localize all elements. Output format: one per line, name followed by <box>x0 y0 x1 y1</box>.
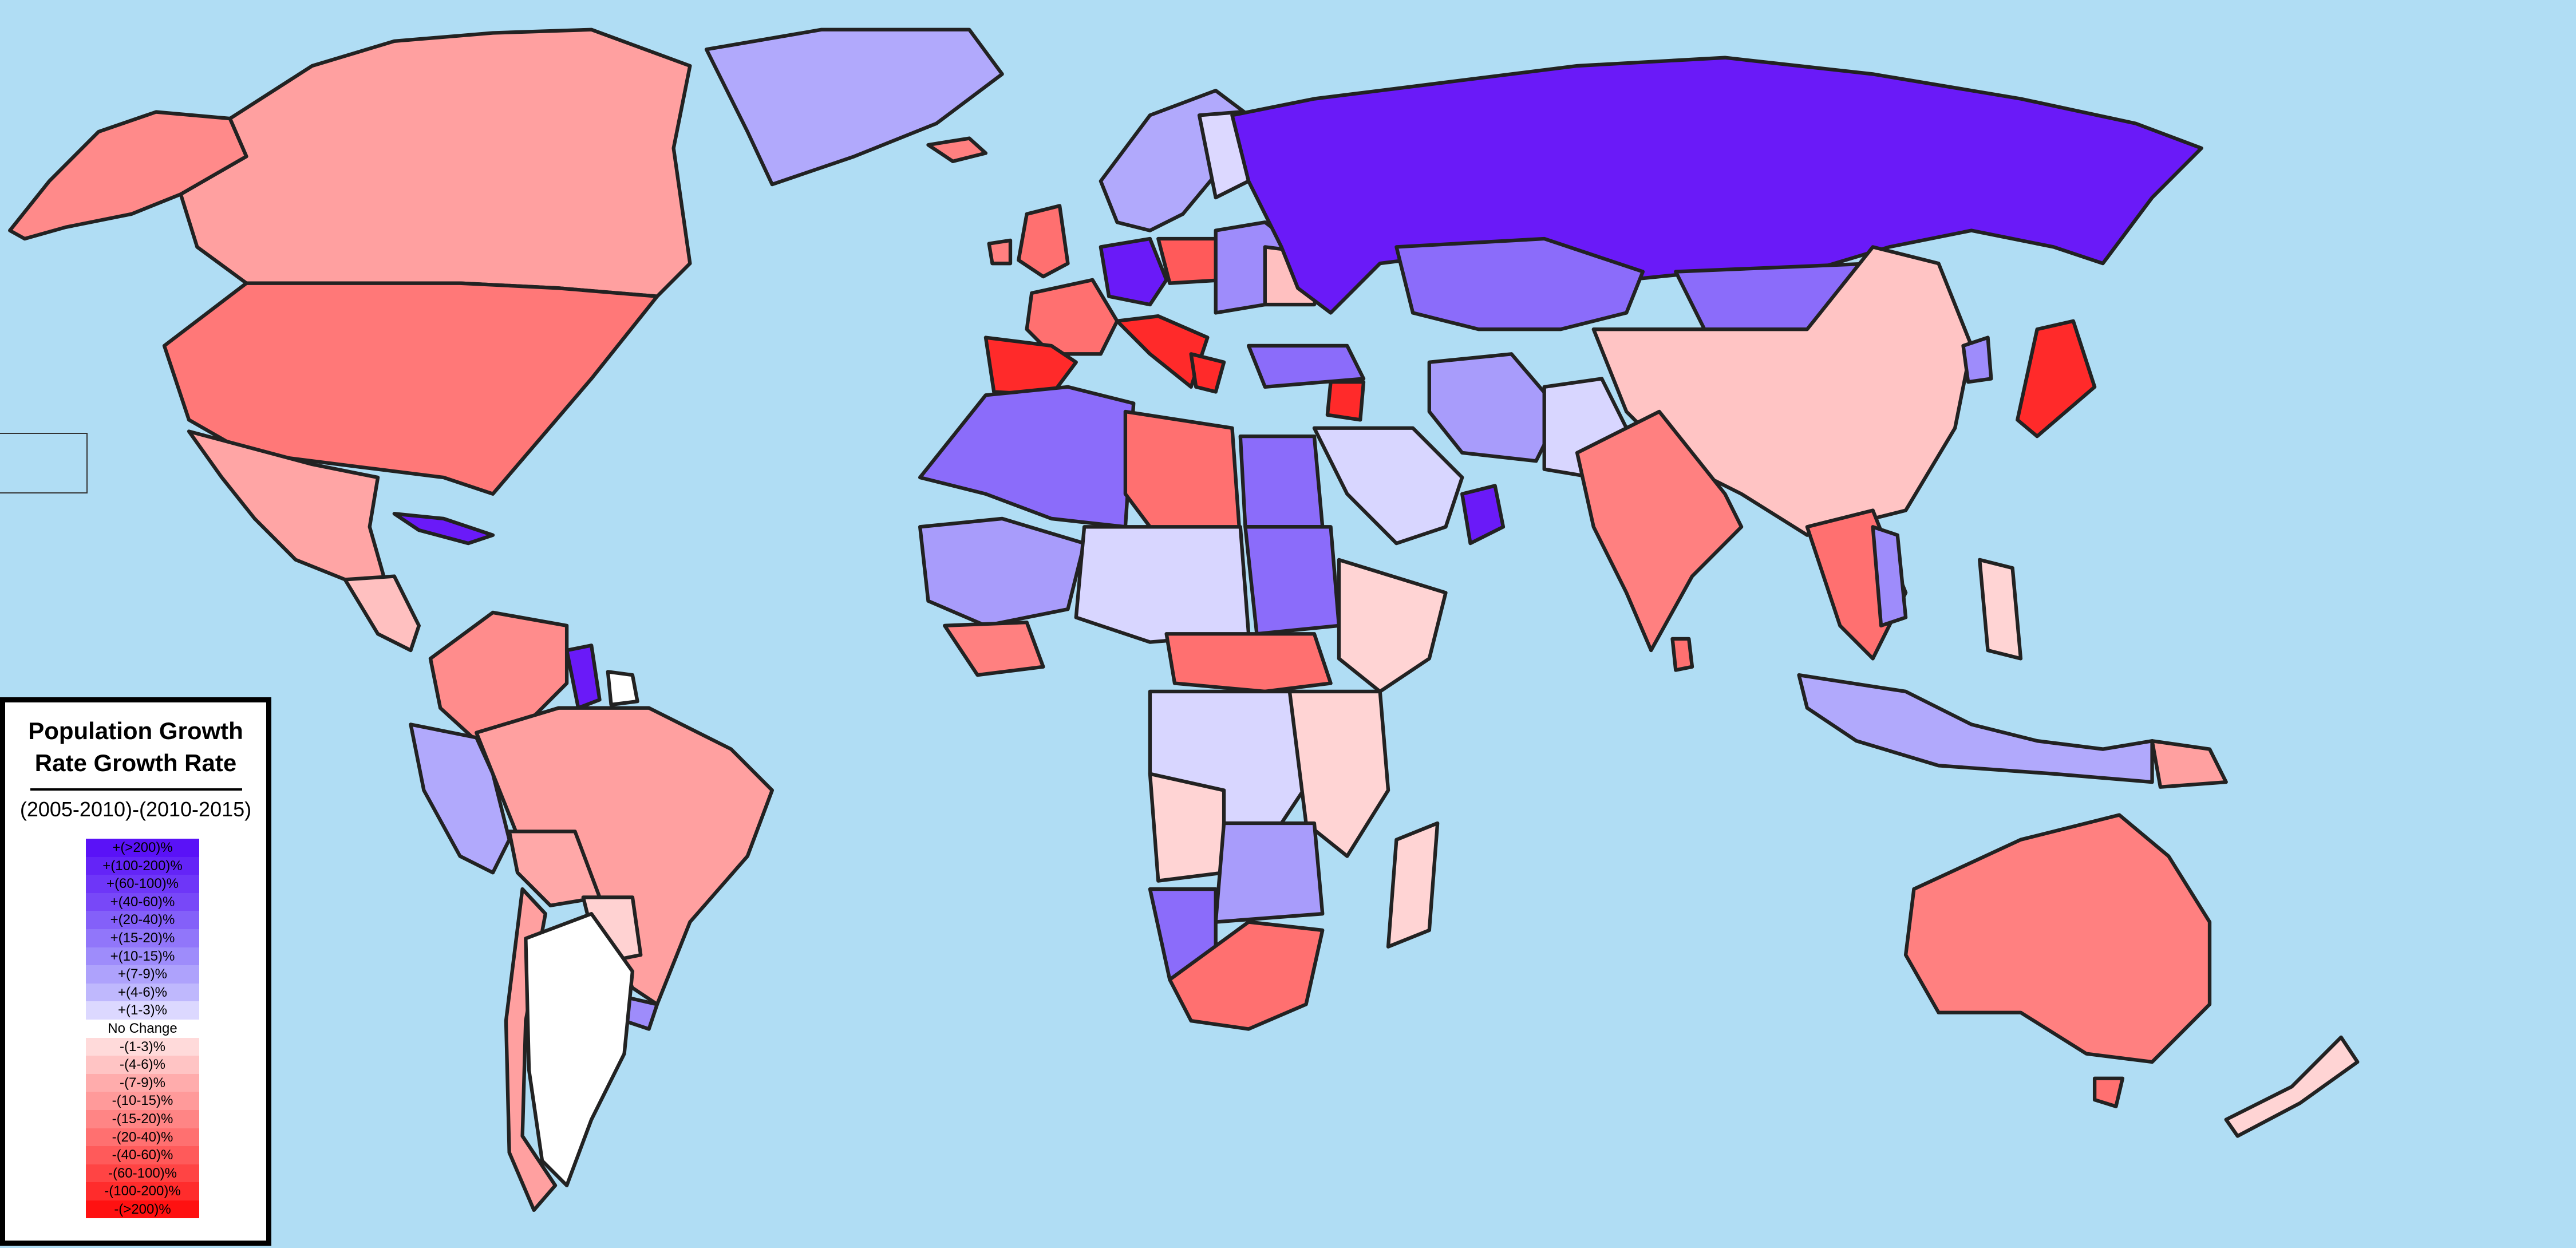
region-angola-zambia <box>1148 772 1226 883</box>
region-madagascar <box>1386 821 1440 949</box>
legend-swatch: +(10-15)% <box>86 947 199 966</box>
region-arabia <box>1312 426 1464 546</box>
region-tasmania <box>2092 1076 2125 1108</box>
region-japan <box>2016 319 2097 439</box>
legend-swatch: +(60-100)% <box>86 875 199 893</box>
region-south-africa <box>1168 920 1325 1031</box>
legend-swatch: -(15-20)% <box>86 1109 199 1128</box>
region-usa <box>162 281 659 496</box>
region-vietnam <box>1871 525 1908 628</box>
legend-title-line1: Population Growth <box>28 717 243 744</box>
region-argentina <box>524 912 635 1187</box>
region-germany <box>1099 236 1168 307</box>
region-west-africa-coast <box>943 620 1045 677</box>
legend-swatch: +(15-20)% <box>86 929 199 947</box>
region-libya <box>1123 409 1242 546</box>
region-central-africa <box>1164 632 1333 694</box>
legend-title: Population Growth Rate Growth Rate <box>5 715 266 779</box>
region-sri-lanka <box>1670 637 1694 672</box>
legend-swatch: -(10-15)% <box>86 1092 199 1110</box>
region-canada <box>179 27 692 298</box>
legend-swatch: No Change <box>86 1019 199 1038</box>
region-southern-central <box>1214 821 1325 924</box>
region-france <box>1025 278 1119 356</box>
legend-divider <box>30 788 242 791</box>
region-turkey <box>1246 343 1366 389</box>
region-kazakhstan <box>1394 236 1645 331</box>
region-central-america <box>343 574 421 653</box>
legend-color-scale: +(>200)% +(100-200)% +(60-100)% +(40-60)% +(… <box>86 839 199 1219</box>
map-legend: Population Growth Rate Growth Rate (2005… <box>0 697 271 1246</box>
region-indonesia <box>1797 673 2154 784</box>
legend-swatch: +(1-3)% <box>86 1001 199 1020</box>
region-oman <box>1460 484 1506 546</box>
legend-swatch: +(100-200)% <box>86 856 199 875</box>
region-png <box>2150 739 2228 789</box>
region-cuba <box>392 512 495 546</box>
region-new-zealand <box>2224 1035 2360 1138</box>
region-horn-africa <box>1337 558 1448 694</box>
legend-swatch: -(>200)% <box>86 1200 199 1219</box>
legend-swatch: +(20-40)% <box>86 911 199 929</box>
region-bolivia <box>507 830 602 907</box>
region-east-africa <box>1287 689 1390 858</box>
region-uk <box>1017 204 1070 279</box>
legend-swatch: -(1-3)% <box>86 1037 199 1056</box>
legend-swatch: +(7-9)% <box>86 965 199 984</box>
legend-swatch: -(40-60)% <box>86 1146 199 1164</box>
region-philippines <box>1978 558 2023 661</box>
region-india <box>1575 409 1744 653</box>
hawaii-inset-frame <box>0 433 88 493</box>
region-syria <box>1325 380 1366 422</box>
region-korea <box>1961 335 1993 384</box>
legend-swatch: +(>200)% <box>86 839 199 857</box>
region-sudan <box>1243 525 1341 636</box>
region-ireland <box>987 238 1013 266</box>
region-iran <box>1427 352 1563 463</box>
region-egypt <box>1238 434 1325 529</box>
region-sahel-central <box>1074 525 1251 644</box>
region-suriname <box>606 670 639 707</box>
legend-swatch: -(4-6)% <box>86 1056 199 1074</box>
region-greenland <box>704 27 1004 187</box>
legend-subtitle: (2005-2010)-(2010-2015) <box>19 797 252 821</box>
legend-swatch: +(40-60)% <box>86 892 199 911</box>
legend-swatch: -(7-9)% <box>86 1073 199 1092</box>
region-guyana <box>564 643 602 710</box>
region-iberia <box>983 335 1078 397</box>
region-iceland <box>926 136 988 164</box>
region-north-africa-west <box>918 385 1136 529</box>
region-greece <box>1189 352 1226 394</box>
legend-swatch: -(100-200)% <box>86 1182 199 1200</box>
legend-swatch: -(20-40)% <box>86 1128 199 1147</box>
legend-title-line2: Rate Growth Rate <box>34 749 237 776</box>
region-sahel-west <box>918 516 1086 628</box>
region-colombia-venezuela <box>428 610 569 743</box>
legend-swatch: -(60-100)% <box>86 1164 199 1183</box>
legend-swatch: +(4-6)% <box>86 983 199 1002</box>
region-australia <box>1903 813 2212 1064</box>
